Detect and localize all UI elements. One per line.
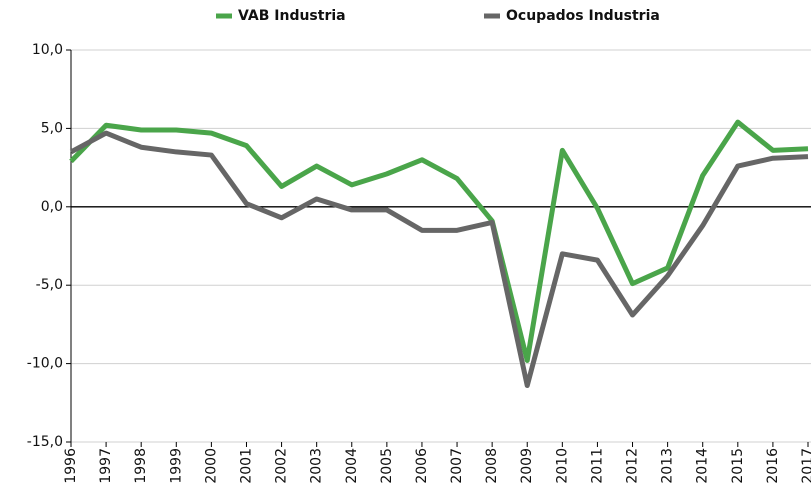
x-tick-label: 1996 bbox=[63, 448, 79, 484]
legend-text: VAB Industria bbox=[238, 8, 346, 24]
y-tick-label: -5,0 bbox=[36, 277, 63, 293]
y-tick-label: 5,0 bbox=[41, 120, 63, 136]
x-tick-label: 2015 bbox=[730, 448, 746, 484]
x-tick-label: 2003 bbox=[309, 448, 325, 484]
x-tick-label: 2000 bbox=[203, 448, 219, 484]
line-series bbox=[69, 130, 809, 389]
y-tick-label: -15,0 bbox=[27, 434, 63, 450]
y-tick-label: -10,0 bbox=[27, 356, 63, 372]
x-tick-label: 2014 bbox=[695, 448, 711, 484]
x-tick-label: 2005 bbox=[379, 448, 395, 484]
legend-text: Ocupados Industria bbox=[506, 8, 660, 24]
x-tick-label: 2013 bbox=[660, 448, 676, 484]
x-tick-label: 2006 bbox=[414, 448, 430, 484]
x-tick-label: 2004 bbox=[344, 448, 360, 484]
x-tick-label: 2002 bbox=[274, 448, 290, 484]
y-tick-label: 0,0 bbox=[41, 199, 63, 215]
line-series bbox=[69, 119, 809, 363]
x-tick-label: 2010 bbox=[554, 448, 570, 484]
x-tick-label: 2016 bbox=[765, 448, 781, 484]
y-tick-label: 10,0 bbox=[32, 42, 63, 58]
x-tick-label: 2017 bbox=[800, 448, 811, 484]
x-tick-label: 2001 bbox=[238, 448, 254, 484]
x-tick-label: 2007 bbox=[449, 448, 465, 484]
x-tick-label: 1998 bbox=[133, 448, 149, 484]
x-tick-label: 1999 bbox=[168, 448, 184, 484]
x-tick-label: 1997 bbox=[98, 448, 114, 484]
x-tick-label: 2012 bbox=[625, 448, 641, 484]
x-tick-label: 2011 bbox=[589, 448, 605, 484]
x-tick-label: 2008 bbox=[484, 448, 500, 484]
x-tick-label: 2009 bbox=[519, 448, 535, 484]
